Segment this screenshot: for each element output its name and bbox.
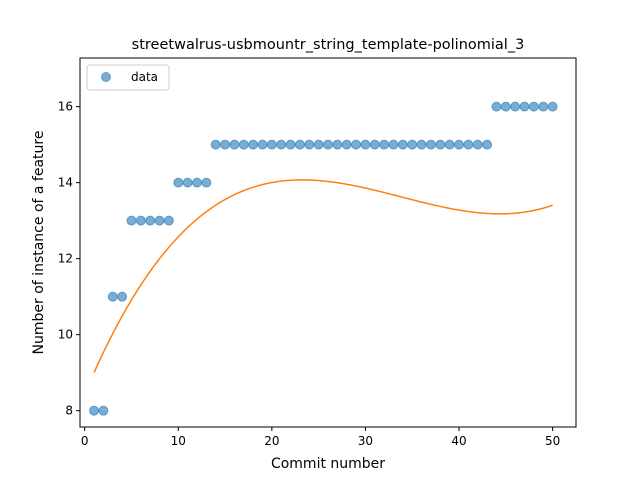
- data-point: [416, 139, 427, 150]
- data-point: [519, 101, 530, 112]
- data-point: [472, 139, 483, 150]
- data-point: [313, 139, 324, 150]
- data-point: [266, 139, 277, 150]
- data-point: [463, 139, 474, 150]
- data-point: [425, 139, 436, 150]
- data-point: [163, 215, 174, 226]
- data-point: [491, 101, 502, 112]
- y-tick-label: 16: [58, 100, 73, 114]
- data-point: [454, 139, 465, 150]
- plot-area: [89, 101, 558, 416]
- chart-title: streetwalrus-usbmountr_string_template-p…: [132, 37, 525, 53]
- data-point: [294, 139, 305, 150]
- y-tick-label: 12: [58, 252, 73, 266]
- x-tick-label: 10: [171, 434, 186, 448]
- data-point: [304, 139, 315, 150]
- data-point: [107, 291, 118, 302]
- legend-label: data: [131, 70, 158, 84]
- data-point: [482, 139, 493, 150]
- data-point: [285, 139, 296, 150]
- axis-ticks: 0 10 20 30 40 50 8 10 12 14 16: [58, 100, 561, 448]
- y-tick-label: 14: [58, 176, 73, 190]
- y-tick-label: 10: [58, 328, 73, 342]
- legend-box: [86, 64, 170, 91]
- x-tick-label: 20: [264, 434, 279, 448]
- data-point: [528, 101, 539, 112]
- data-point: [182, 177, 193, 188]
- data-point: [220, 139, 231, 150]
- data-point: [397, 139, 408, 150]
- data-point: [547, 101, 558, 112]
- data-point: [191, 177, 202, 188]
- x-tick-label: 0: [81, 434, 89, 448]
- data-point: [407, 139, 418, 150]
- data-point: [126, 215, 137, 226]
- plot-frame: [79, 57, 577, 428]
- data-point: [201, 177, 212, 188]
- data-point: [379, 139, 390, 150]
- data-point: [98, 405, 109, 416]
- data-point: [435, 139, 446, 150]
- data-point: [145, 215, 156, 226]
- data-point: [323, 139, 333, 150]
- data-point: [444, 139, 455, 150]
- data-point: [257, 139, 268, 150]
- data-point: [360, 139, 371, 150]
- data-point: [388, 139, 399, 150]
- data-point: [369, 139, 380, 150]
- data-point: [238, 139, 249, 150]
- data-point: [500, 101, 511, 112]
- data-point: [117, 291, 128, 302]
- x-tick-label: 40: [451, 434, 466, 448]
- data-point: [135, 215, 146, 226]
- data-point: [510, 101, 521, 112]
- y-tick-label: 8: [65, 404, 73, 418]
- data-point: [248, 139, 259, 150]
- data-point: [154, 215, 165, 226]
- data-point: [276, 139, 287, 150]
- legend-marker: [101, 72, 111, 82]
- x-axis-label: Commit number: [271, 456, 385, 472]
- data-point: [173, 177, 184, 188]
- x-tick-label: 30: [358, 434, 373, 448]
- data-point: [351, 139, 362, 150]
- y-axis-label: Number of instance of a feature: [31, 131, 47, 355]
- data-point: [89, 405, 100, 416]
- data-point: [538, 101, 549, 112]
- data-point: [332, 139, 343, 150]
- data-point: [229, 139, 240, 150]
- data-point: [341, 139, 352, 150]
- fit-line: [93, 179, 553, 373]
- legend: data: [86, 64, 170, 91]
- data-point: [210, 139, 221, 150]
- x-tick-label: 50: [545, 434, 560, 448]
